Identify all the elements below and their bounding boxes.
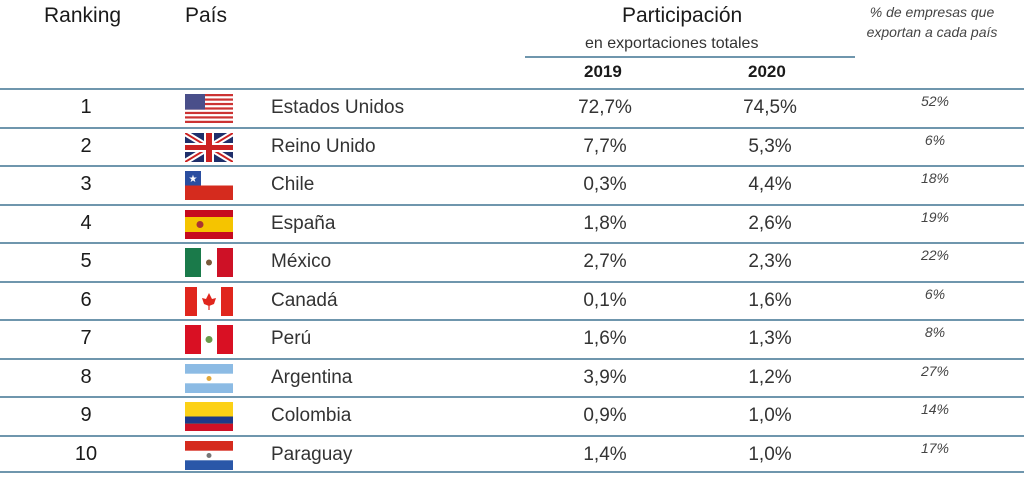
pct-empresas: 17% xyxy=(920,439,950,456)
header-pais: País xyxy=(185,4,228,27)
rank: 6 xyxy=(80,288,92,311)
share-2020: 1,3% xyxy=(748,328,792,349)
share-2019: 0,9% xyxy=(583,405,627,426)
share-2019: 0,3% xyxy=(583,174,627,195)
share-2020: 2,6% xyxy=(748,212,792,234)
flag-py-icon xyxy=(185,440,233,470)
table-row: 2 Reino Unido 7,7% 5,3% 6% xyxy=(0,126,1024,166)
share-2019: 1,6% xyxy=(583,328,627,349)
pct-empresas: 27% xyxy=(920,362,950,379)
svg-text:★: ★ xyxy=(189,174,198,185)
header-2020: 2020 xyxy=(748,62,786,81)
header-subtitle: en exportaciones totales xyxy=(585,35,759,52)
pct-empresas: 6% xyxy=(924,131,946,148)
country-name: Chile xyxy=(271,174,315,195)
header-divider xyxy=(525,56,855,58)
header-2019: 2019 xyxy=(584,62,622,81)
flag-uk-icon xyxy=(185,132,233,162)
share-2019: 1,4% xyxy=(583,443,627,465)
table-row: 5 México 2,7% 2,3% 22% xyxy=(0,242,1024,281)
pct-empresas: 6% xyxy=(924,285,946,302)
header-ranking: Ranking xyxy=(44,4,122,27)
share-2019: 2,7% xyxy=(583,251,627,272)
rank: 7 xyxy=(80,327,92,349)
rank: 8 xyxy=(80,365,92,388)
share-2019: 72,7% xyxy=(578,97,632,118)
header-pct-empresas: % de empresas que exportan a cada país xyxy=(866,4,998,40)
share-2020: 1,6% xyxy=(748,289,792,311)
pct-empresas: 18% xyxy=(920,170,950,186)
country-name: Canadá xyxy=(271,289,338,311)
share-2020: 5,3% xyxy=(748,135,792,157)
rank: 4 xyxy=(80,211,92,234)
share-2019: 0,1% xyxy=(583,289,627,311)
table-row: 10 Paraguay 1,4% 1,0% 17% xyxy=(0,434,1024,473)
country-name: Argentina xyxy=(271,366,353,388)
rank: 10 xyxy=(74,442,98,465)
table-row: 4 España 1,8% 2,6% 19% xyxy=(0,203,1024,243)
country-name: México xyxy=(271,251,332,272)
country-name: España xyxy=(271,212,336,234)
share-2020: 74,5% xyxy=(743,97,797,118)
rank: 1 xyxy=(80,96,92,118)
share-2020: 1,2% xyxy=(748,366,792,388)
share-2019: 3,9% xyxy=(583,366,627,388)
pct-empresas: 52% xyxy=(920,93,950,109)
flag-mx-icon xyxy=(185,248,233,277)
flag-ar-icon xyxy=(185,363,233,393)
country-name: Colombia xyxy=(271,405,352,426)
pct-empresas: 19% xyxy=(920,208,950,225)
table-row: 1 Estados Unidos 72,7% 74,5% 52% xyxy=(0,88,1024,127)
country-name: Estados Unidos xyxy=(271,97,405,118)
rank: 3 xyxy=(80,173,92,195)
share-2020: 1,0% xyxy=(748,443,792,465)
rank: 2 xyxy=(80,134,92,157)
header-participacion: Participación xyxy=(622,4,743,27)
flag-es-icon xyxy=(185,209,233,239)
table-row: 3 ★ Chile 0,3% 4,4% 18% xyxy=(0,165,1024,204)
share-2019: 7,7% xyxy=(583,135,627,157)
flag-co-icon xyxy=(185,402,233,431)
country-name: Reino Unido xyxy=(271,135,376,157)
pct-empresas: 8% xyxy=(924,324,946,340)
rank: 5 xyxy=(80,250,92,272)
table-row: 9 Colombia 0,9% 1,0% 14% xyxy=(0,396,1024,435)
table-row: 7 Perú 1,6% 1,3% 8% xyxy=(0,319,1024,358)
flag-ca-icon xyxy=(185,286,233,316)
flag-pe-icon xyxy=(185,325,233,354)
share-2020: 2,3% xyxy=(748,251,792,272)
flag-cl-icon: ★ xyxy=(185,171,233,200)
table-row: 6 Canadá 0,1% 1,6% 6% xyxy=(0,280,1024,320)
share-2020: 4,4% xyxy=(748,174,792,195)
table-row: 8 Argentina 3,9% 1,2% 27% xyxy=(0,357,1024,397)
country-name: Paraguay xyxy=(271,443,353,465)
country-name: Perú xyxy=(271,328,312,349)
pct-empresas: 22% xyxy=(920,247,950,263)
flag-us-icon xyxy=(185,94,233,123)
rank: 9 xyxy=(80,404,92,426)
share-2019: 1,8% xyxy=(583,212,627,234)
share-2020: 1,0% xyxy=(748,405,792,426)
pct-empresas: 14% xyxy=(920,401,950,417)
